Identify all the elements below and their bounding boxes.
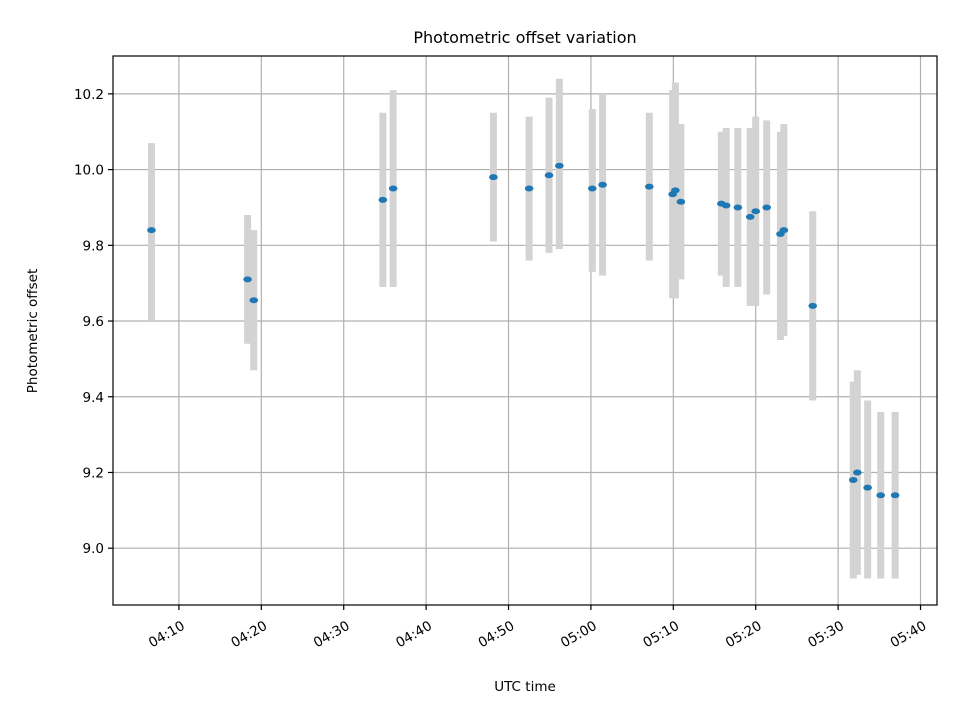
x-tick-label: 05:20	[723, 618, 765, 651]
y-tick-label: 9.4	[83, 390, 104, 406]
y-tick-label: 9.8	[83, 238, 104, 254]
data-point	[644, 183, 654, 190]
x-axis-label: UTC time	[494, 679, 556, 695]
data-point	[598, 181, 607, 188]
error-bars	[147, 78, 899, 579]
y-tick-label: 9.0	[83, 541, 104, 557]
x-tick-label: 05:30	[805, 618, 847, 651]
y-axis-ticks: 9.0 9.2 9.4 9.6 9.8 10.0 10.2	[74, 87, 113, 557]
data-point	[853, 469, 862, 476]
x-axis-ticks: 04:10 04:20 04:30 04:40 04:50 05:00 05:10 05:20…	[146, 605, 929, 651]
y-axis-label: Photometric offset	[25, 269, 41, 393]
data-point	[243, 276, 252, 283]
plot-frame	[112, 55, 938, 606]
data-point	[721, 202, 731, 209]
y-tick-label: 9.2	[83, 465, 104, 481]
data-point	[147, 227, 156, 234]
data-point	[848, 477, 858, 484]
data-point	[876, 492, 885, 499]
data-point	[676, 198, 686, 205]
data-point	[524, 185, 534, 192]
data-point	[779, 227, 789, 234]
data-point	[489, 174, 498, 181]
x-tick-label: 04:40	[393, 618, 435, 651]
data-point	[733, 204, 743, 211]
y-tick-label: 10.2	[74, 87, 104, 103]
data-point	[378, 196, 388, 203]
data-point	[751, 208, 761, 215]
x-tick-label: 05:10	[640, 618, 682, 651]
x-tick-label: 04:20	[228, 618, 270, 651]
data-point	[671, 187, 680, 194]
x-tick-label: 04:10	[146, 618, 188, 651]
x-tick-label: 05:00	[558, 618, 600, 651]
data-point	[544, 172, 554, 179]
data-point	[808, 302, 818, 309]
y-tick-label: 9.6	[83, 314, 104, 330]
data-point	[863, 484, 872, 491]
data-points	[147, 162, 900, 499]
chart-title: Photometric offset variation	[413, 28, 636, 47]
y-tick-label: 10.0	[74, 163, 104, 179]
x-tick-label: 05:40	[888, 618, 930, 651]
x-tick-label: 04:30	[311, 618, 353, 651]
data-point	[249, 297, 259, 304]
x-tick-label: 04:50	[476, 618, 518, 651]
data-point	[388, 185, 398, 192]
data-point	[745, 213, 755, 220]
data-point	[762, 204, 772, 211]
data-point	[555, 162, 564, 169]
data-point	[890, 492, 900, 499]
data-point	[587, 185, 597, 192]
